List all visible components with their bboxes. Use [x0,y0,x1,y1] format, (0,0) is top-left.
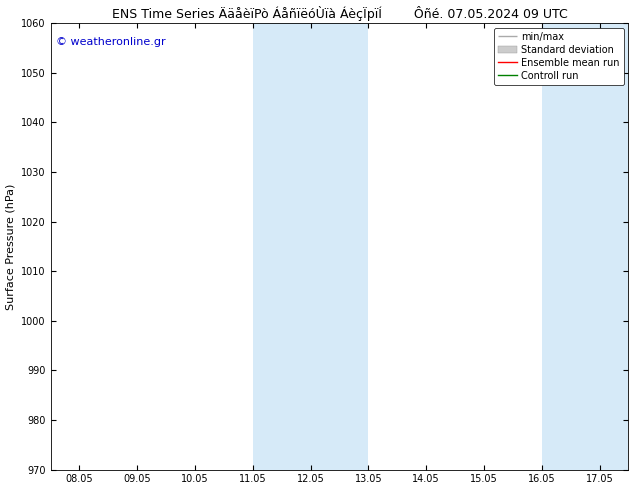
Text: © weatheronline.gr: © weatheronline.gr [56,37,166,47]
Title: ENS Time Series ÄäåèïPò ÁåñïëóÙïà ÁèçÏpïÍ        Ôñé. 07.05.2024 09 UTC: ENS Time Series ÄäåèïPò ÁåñïëóÙïà ÁèçÏpï… [112,5,567,21]
Y-axis label: Surface Pressure (hPa): Surface Pressure (hPa) [6,183,16,310]
Bar [253,23,368,469]
Legend: min/max, Standard deviation, Ensemble mean run, Controll run: min/max, Standard deviation, Ensemble me… [494,28,624,84]
Bar [542,23,628,469]
